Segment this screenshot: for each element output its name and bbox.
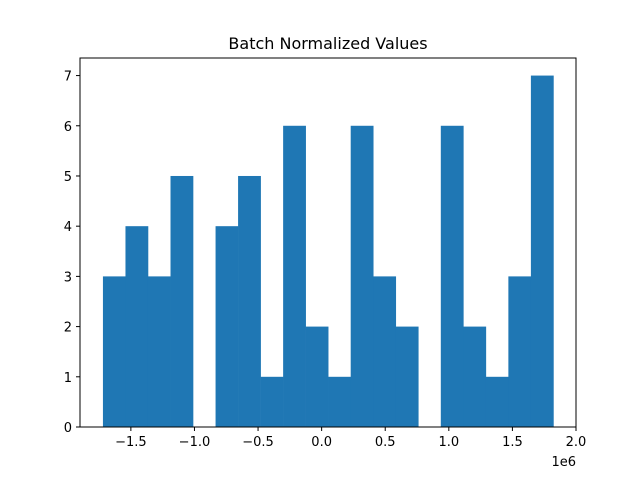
- histogram-bar: [102, 276, 126, 427]
- y-tick-label: 7: [64, 70, 72, 85]
- bars-group: [102, 75, 554, 427]
- x-tick-label: 1.0: [438, 435, 459, 450]
- histogram-bar: [440, 125, 464, 427]
- plot-frame: [79, 57, 577, 428]
- x-tick-label: 0.5: [375, 435, 396, 450]
- histogram-bar: [373, 276, 397, 427]
- y-tick-label: 0: [64, 421, 72, 436]
- x-tick-label: −0.5: [242, 435, 274, 450]
- y-tick-label: 5: [64, 170, 72, 185]
- histogram-bar: [238, 175, 261, 427]
- histogram-bar: [350, 125, 374, 427]
- histogram-bar: [508, 276, 532, 427]
- x-tick-label: −1.0: [179, 435, 211, 450]
- histogram-bar: [170, 175, 194, 427]
- y-tick-label: 2: [64, 321, 72, 336]
- y-axis: 0 1 2 3 4 5 6 7: [64, 70, 80, 436]
- x-tick-label: −1.5: [115, 435, 147, 450]
- histogram-bar: [147, 276, 171, 427]
- y-tick-label: 6: [64, 120, 72, 135]
- y-tick-label: 3: [64, 270, 72, 285]
- histogram-bar: [530, 75, 554, 427]
- histogram-bar: [395, 326, 419, 427]
- histogram-bar: [328, 376, 351, 427]
- x-tick-label: 0.0: [311, 435, 332, 450]
- x-axis: −1.5 −1.0 −0.5 0.0 0.5 1.0 1.5 2.0: [115, 427, 586, 450]
- y-tick-label: 1: [64, 371, 72, 386]
- y-tick-label: 4: [64, 220, 72, 235]
- x-tick-label: 2.0: [566, 435, 587, 450]
- histogram-bar: [485, 376, 509, 427]
- chart-title: Batch Normalized Values: [228, 34, 427, 53]
- histogram-bar: [125, 226, 149, 427]
- histogram-bar: [215, 226, 239, 427]
- histogram-bar: [305, 326, 329, 427]
- x-tick-label: 1.5: [502, 435, 523, 450]
- histogram-bar: [463, 326, 487, 427]
- histogram-bar: [260, 376, 284, 427]
- x-offset-label: 1e6: [551, 455, 576, 470]
- histogram-bar: [283, 125, 306, 427]
